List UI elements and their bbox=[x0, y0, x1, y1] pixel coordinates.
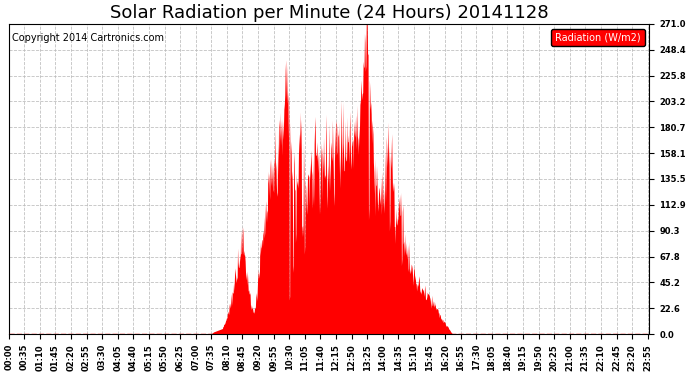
Text: Copyright 2014 Cartronics.com: Copyright 2014 Cartronics.com bbox=[12, 33, 164, 43]
Legend: Radiation (W/m2): Radiation (W/m2) bbox=[551, 28, 644, 46]
Title: Solar Radiation per Minute (24 Hours) 20141128: Solar Radiation per Minute (24 Hours) 20… bbox=[110, 4, 549, 22]
